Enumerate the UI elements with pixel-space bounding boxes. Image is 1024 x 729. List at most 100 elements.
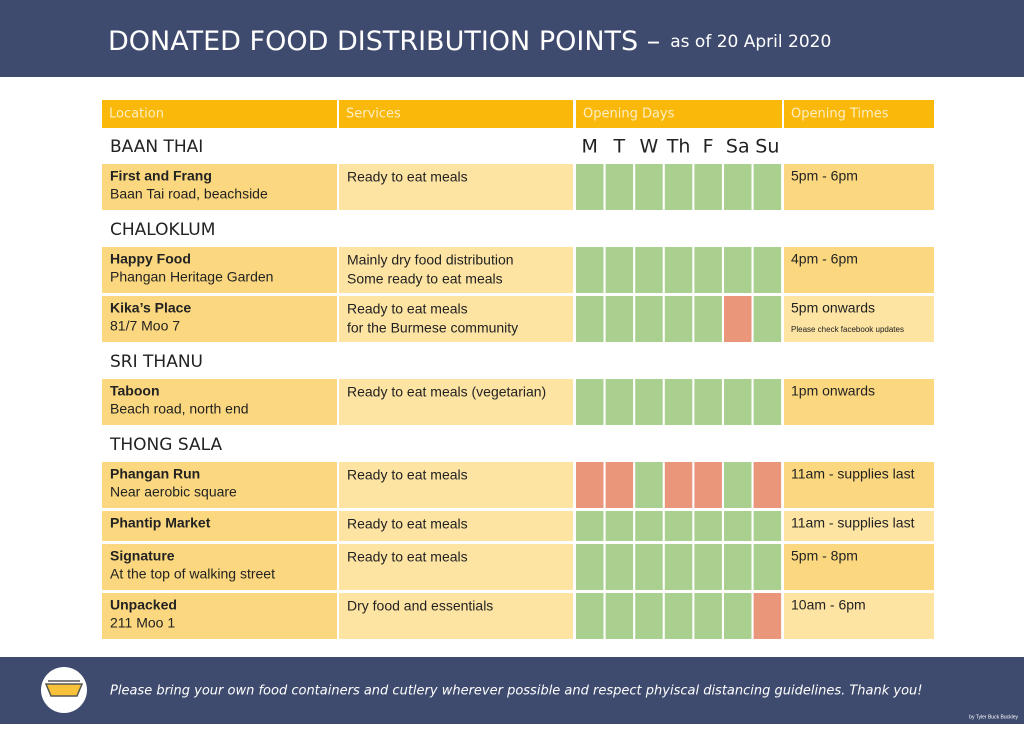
day-open (753, 296, 782, 342)
day-open (605, 379, 634, 425)
header-bar (0, 0, 1024, 77)
location-address: Phangan Heritage Garden (110, 269, 273, 285)
opening-time: 5pm onwards (791, 300, 875, 316)
day-closed (724, 296, 752, 342)
day-open (576, 379, 604, 425)
title-text: DONATED FOOD DISTRIBUTION POINTS – (108, 26, 660, 57)
services-cell (339, 511, 573, 541)
location-address: Beach road, north end (110, 401, 249, 417)
services-cell (339, 247, 573, 293)
location-cell (102, 544, 337, 590)
day-open (635, 511, 663, 541)
day-open (664, 593, 693, 639)
footer-message: Please bring your own food containers an… (110, 684, 923, 699)
day-open (605, 296, 634, 342)
day-open (605, 511, 634, 541)
day-label: Su (755, 136, 779, 158)
service: Some ready to eat meals (347, 271, 503, 287)
day-label: T (613, 136, 626, 158)
column-header-bg (784, 100, 934, 128)
section-title: SRI THANU (110, 352, 203, 372)
opening-time: 11am - supplies last (791, 515, 915, 531)
day-open (605, 164, 634, 210)
day-open (753, 511, 782, 541)
day-label: M (582, 136, 598, 158)
location-name: Happy Food (110, 251, 191, 267)
day-closed (605, 462, 634, 508)
section-title: THONG SALA (109, 435, 222, 455)
credit: by Tyler Buck Buckley (969, 714, 1018, 720)
column-header: Services (346, 107, 401, 122)
service: Ready to eat meals (347, 516, 468, 532)
location-name: Phantip Market (110, 515, 211, 531)
day-open (694, 247, 722, 293)
day-open (724, 379, 752, 425)
day-open (576, 164, 604, 210)
day-label: Th (666, 136, 691, 158)
opening-time: 11am - supplies last (791, 466, 915, 482)
location-address: Near aerobic square (110, 484, 237, 500)
day-open (576, 247, 604, 293)
column-header: Location (109, 107, 164, 122)
day-open (664, 164, 693, 210)
column-header-bg (339, 100, 573, 128)
day-closed (753, 462, 782, 508)
day-open (753, 379, 782, 425)
times-cell (784, 511, 934, 541)
opening-time: 1pm onwards (791, 383, 875, 399)
service: Ready to eat meals (347, 467, 468, 483)
day-open (724, 164, 752, 210)
day-label: W (640, 136, 659, 158)
day-open (724, 462, 752, 508)
day-open (724, 511, 752, 541)
day-open (576, 511, 604, 541)
day-closed (694, 462, 722, 508)
day-open (576, 544, 604, 590)
day-open (635, 462, 663, 508)
time-note: Please check facebook updates (791, 325, 904, 334)
day-open (576, 296, 604, 342)
service: Ready to eat meals (347, 169, 468, 185)
day-open (605, 247, 634, 293)
section-title: BAAN THAI (110, 137, 203, 157)
title-date: as of 20 April 2020 (670, 32, 831, 52)
location-address: 211 Moo 1 (110, 615, 175, 631)
location-cell (102, 511, 337, 541)
location-name: Phangan Run (110, 466, 200, 482)
location-address: Baan Tai road, beachside (110, 186, 268, 202)
service: Ready to eat meals (347, 301, 468, 317)
service: Ready to eat meals (347, 549, 468, 565)
day-open (635, 164, 663, 210)
location-name: First and Frang (110, 168, 212, 184)
day-open (664, 511, 693, 541)
day-closed (753, 593, 782, 639)
day-open (694, 379, 722, 425)
day-open (694, 593, 722, 639)
location-name: Signature (110, 548, 175, 564)
day-label: F (703, 136, 714, 158)
times-cell (784, 544, 934, 590)
location-cell (102, 593, 337, 639)
location-name: Kika’s Place (110, 300, 191, 316)
times-cell (784, 379, 934, 425)
location-address: At the top of walking street (110, 566, 275, 582)
day-open (694, 511, 722, 541)
location-address: 81/7 Moo 7 (110, 318, 180, 334)
footer-bar (0, 657, 1024, 724)
services-cell (339, 593, 573, 639)
day-closed (576, 462, 604, 508)
day-open (605, 544, 634, 590)
title: DONATED FOOD DISTRIBUTION POINTS – as of … (108, 26, 831, 57)
day-open (753, 164, 782, 210)
times-cell (784, 164, 934, 210)
section-title: CHALOKLUM (110, 220, 215, 240)
day-open (694, 544, 722, 590)
services-cell (339, 379, 573, 425)
times-cell (784, 247, 934, 293)
column-header: Opening Days (583, 107, 675, 122)
location-cell (102, 247, 337, 293)
column-header-bg (576, 100, 782, 128)
location-name: Unpacked (110, 597, 177, 613)
column-header-bg (102, 100, 337, 128)
